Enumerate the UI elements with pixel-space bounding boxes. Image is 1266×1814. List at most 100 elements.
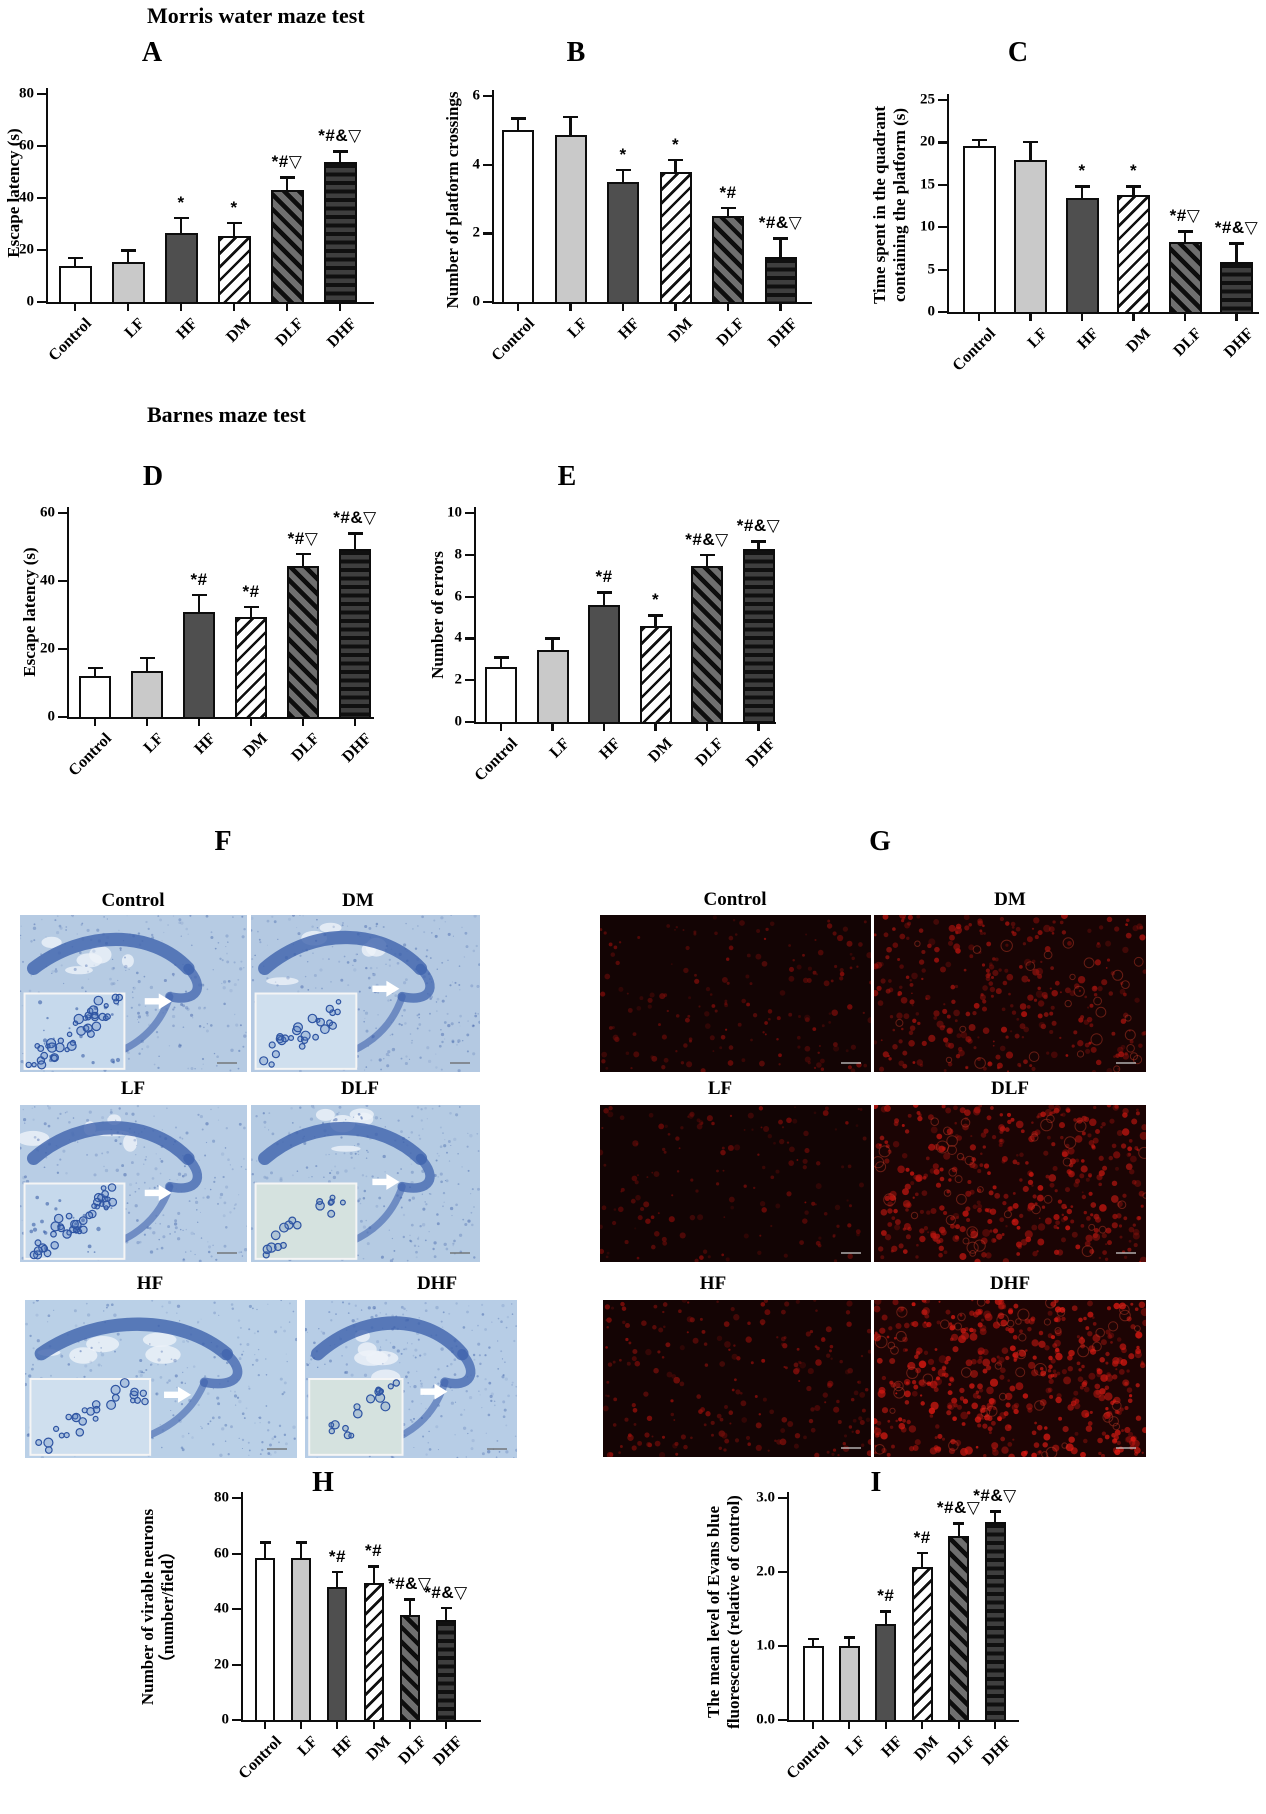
y-tick-label: 20: [19, 241, 34, 258]
error-bar-cap: [1023, 140, 1038, 144]
error-bar-cap: [191, 593, 207, 597]
x-tick: [884, 1722, 887, 1730]
error-bar-cap: [720, 206, 736, 210]
error-bar-stem: [921, 1552, 924, 1567]
error-bar-cap: [545, 637, 560, 640]
y-tick: [465, 721, 474, 724]
error-bar-cap: [295, 1541, 307, 1544]
error-bar-cap: [510, 117, 526, 120]
bar-dlf: [399, 1614, 420, 1722]
panel-letter-A: A: [141, 37, 163, 68]
y-tick-label: 4: [454, 629, 463, 646]
micro-label-f-dm: DM: [342, 890, 374, 911]
bar-dhf: [742, 548, 775, 724]
y-tick-label: 2: [454, 671, 463, 688]
inset-image: [29, 1378, 152, 1456]
panel-letter-G: G: [869, 826, 891, 857]
x-tick: [569, 304, 572, 312]
micro-image-g-dm: [874, 915, 1146, 1072]
y-tick: [938, 183, 947, 186]
x-tick: [93, 719, 97, 727]
error-bar-stem: [93, 667, 97, 677]
y-tick-label: 10: [447, 504, 462, 521]
error-bar-cap: [751, 540, 766, 543]
micro-label-g-dhf: DHF: [989, 1273, 1031, 1294]
micro-label-g-hf: HF: [699, 1273, 727, 1294]
micro-image-f-dm: [251, 915, 480, 1072]
y-tick: [58, 512, 67, 515]
arrow-icon: [144, 993, 172, 1010]
y-axis-C: [947, 94, 950, 314]
error-bar-cap: [953, 1522, 965, 1525]
x-axis-D: [67, 717, 374, 720]
bar-dhf: [764, 257, 797, 304]
micro-label-g-lf: LF: [707, 1078, 733, 1099]
x-axis-B: [492, 302, 812, 305]
y-tick: [483, 301, 492, 304]
error-bar-cap: [807, 1637, 819, 1641]
y-tick: [938, 226, 947, 229]
x-tick: [654, 724, 657, 732]
x-tick: [551, 724, 554, 732]
y-tick-label: 0: [26, 293, 35, 310]
error-bar-cap: [493, 656, 509, 659]
section-title-barnes: Barnes maze test: [147, 402, 306, 427]
x-tick: [338, 304, 342, 312]
error-bar-cap: [226, 221, 242, 225]
y-axis-label-D: Escape latency (s): [20, 547, 40, 676]
y-tick-label: 40: [40, 572, 55, 589]
significance-annotation: *: [1078, 161, 1086, 181]
nissl-micrograph: [25, 1300, 297, 1458]
x-tick: [621, 304, 625, 312]
significance-annotation: *#&▽: [973, 1486, 1017, 1506]
y-tick-label: 25: [920, 91, 935, 108]
error-bar-stem: [757, 541, 760, 549]
bar-control: [502, 130, 534, 304]
y-tick: [778, 1645, 787, 1648]
y-axis-H: [241, 1492, 244, 1722]
bar-lf: [291, 1557, 312, 1722]
panel-letter-E: E: [557, 461, 577, 492]
y-tick: [58, 648, 67, 651]
bar-hf: [588, 604, 620, 724]
bar-dhf: [323, 161, 357, 304]
significance-annotation: *: [671, 134, 680, 154]
y-axis-label-line: The mean level of Evans blue: [704, 1505, 723, 1719]
significance-annotation: *: [1129, 161, 1138, 181]
bar-lf: [111, 261, 145, 304]
nissl-micrograph: [251, 915, 480, 1072]
x-tick: [408, 1722, 411, 1730]
arrow-icon: [164, 1386, 192, 1403]
y-tick: [465, 553, 474, 556]
bar-dlf: [287, 565, 319, 719]
error-bar-cap: [1229, 242, 1244, 245]
y-axis-label-line: fluorescence (relative of control): [724, 1495, 743, 1729]
error-bar-cap: [347, 532, 363, 535]
x-tick: [444, 1722, 448, 1730]
significance-annotation: *#&▽: [388, 1574, 432, 1594]
y-axis-label-B: Number of platform crossings: [443, 91, 463, 308]
micro-image-f-hf: [25, 1300, 297, 1458]
bar-hf: [1065, 198, 1099, 314]
y-tick-label: 0: [221, 1711, 230, 1728]
arrow-icon: [144, 1184, 172, 1201]
error-bar-stem: [957, 1523, 960, 1537]
x-tick: [726, 304, 730, 312]
significance-annotation: *#: [719, 182, 737, 202]
inset-image: [23, 992, 126, 1070]
significance-annotation: *#: [365, 1540, 383, 1560]
error-bar-stem: [336, 1571, 339, 1587]
micro-label-f-dlf: DLF: [341, 1078, 379, 1099]
bar-dm: [235, 616, 267, 719]
bar-dhf: [339, 548, 371, 719]
y-tick: [232, 1663, 241, 1666]
error-bar-cap: [563, 115, 578, 119]
y-tick: [232, 1552, 241, 1555]
error-bar-cap: [1177, 230, 1193, 234]
panel-letter-H: H: [312, 1467, 334, 1498]
error-bar-stem: [569, 116, 572, 136]
x-tick: [263, 1722, 267, 1730]
fluorescence-micrograph: [874, 1300, 1146, 1457]
error-bar-stem: [551, 638, 554, 650]
error-bar-stem: [1029, 141, 1032, 161]
